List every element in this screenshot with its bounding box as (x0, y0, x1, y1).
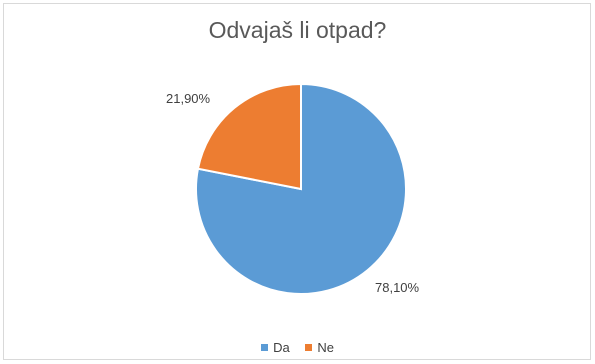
pie-slice-ne (196, 82, 302, 191)
chart-title: Odvajaš li otpad? (208, 17, 387, 43)
legend: Da Ne (0, 339, 595, 355)
data-label-da: 78,10% (375, 280, 420, 295)
data-label-ne: 21,90% (166, 91, 211, 106)
legend-swatch-ne (305, 344, 313, 351)
legend-swatch-da (261, 344, 269, 351)
legend-item-da: Da (261, 340, 290, 355)
legend-label-ne: Ne (317, 340, 334, 355)
legend-item-ne: Ne (305, 340, 334, 355)
legend-label-da: Da (273, 340, 290, 355)
